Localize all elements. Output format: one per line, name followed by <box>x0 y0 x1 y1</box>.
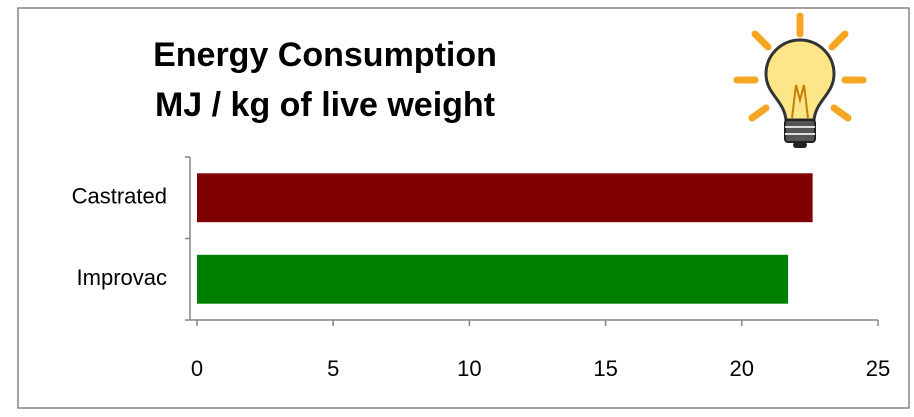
x-tick-label: 10 <box>457 356 481 381</box>
chart-subtitle: MJ / kg of live weight <box>155 86 495 124</box>
x-tick-label: 15 <box>593 356 617 381</box>
y-tick-label: Castrated <box>72 184 167 209</box>
lightbulb-icon <box>733 12 867 148</box>
x-tick-label: 25 <box>866 356 890 381</box>
chart-title: Energy Consumption <box>153 36 497 74</box>
bar <box>197 254 789 304</box>
x-tick-label: 0 <box>191 356 203 381</box>
y-tick-label: Improvac <box>77 265 167 290</box>
bar <box>197 173 813 223</box>
x-tick-label: 5 <box>327 356 339 381</box>
x-tick-label: 20 <box>730 356 754 381</box>
